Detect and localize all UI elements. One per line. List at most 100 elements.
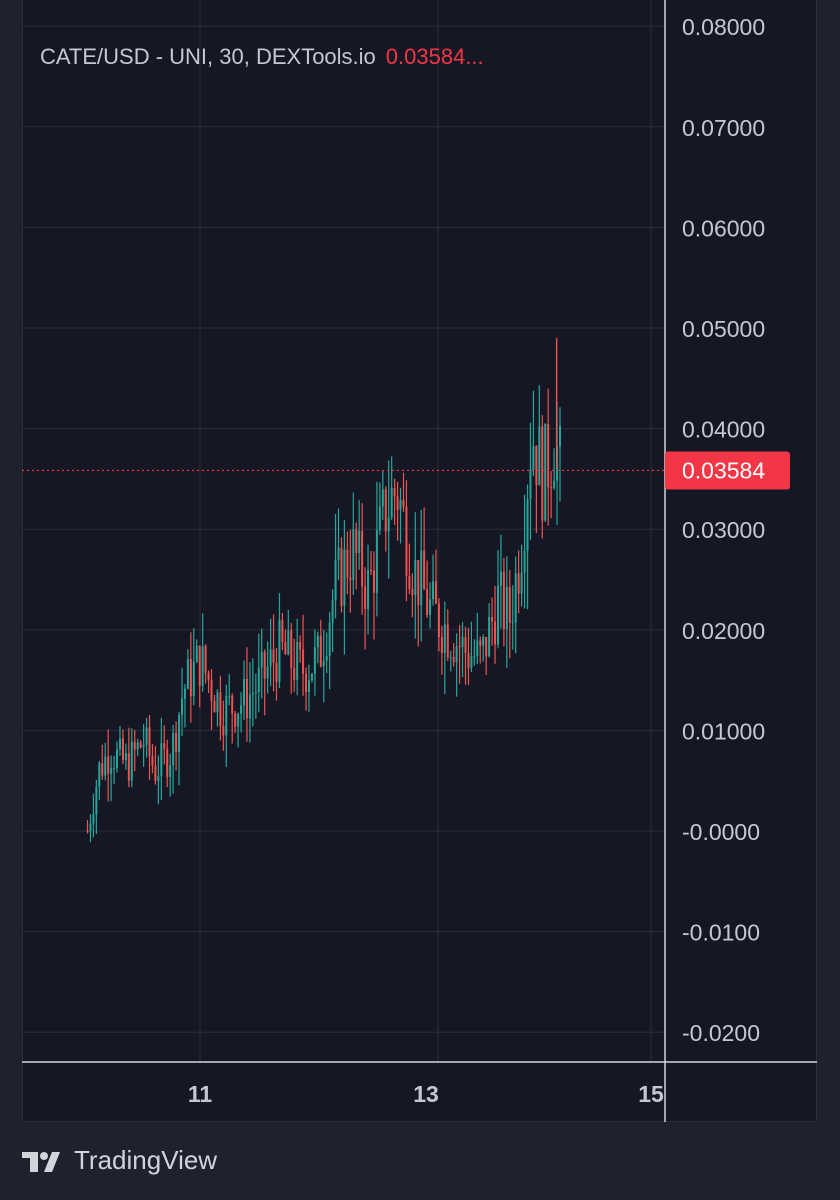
candle-body bbox=[310, 673, 313, 681]
candle-body bbox=[89, 823, 92, 832]
candle-body bbox=[479, 640, 482, 646]
candle-body bbox=[284, 642, 287, 655]
candle-body bbox=[231, 695, 234, 714]
candle-body bbox=[234, 713, 237, 727]
chart-frame bbox=[22, 0, 817, 1122]
candle-body bbox=[136, 742, 139, 750]
candle-body bbox=[517, 573, 520, 594]
candle-body bbox=[166, 748, 169, 777]
candle-body bbox=[414, 560, 417, 596]
candle-body bbox=[402, 500, 405, 507]
candle-body bbox=[228, 695, 231, 697]
y-tick-label: 0.04000 bbox=[682, 417, 765, 443]
candle-body bbox=[532, 446, 535, 470]
candle-body bbox=[124, 753, 127, 761]
candle-body bbox=[216, 692, 219, 713]
candle-body bbox=[189, 658, 192, 697]
candle-body bbox=[538, 426, 541, 485]
candle-body bbox=[237, 713, 240, 727]
candle-body bbox=[358, 530, 361, 553]
candle-body bbox=[210, 679, 213, 701]
candle-body bbox=[508, 587, 511, 623]
candle-body bbox=[157, 776, 160, 781]
candle-body bbox=[559, 425, 561, 447]
candle-body bbox=[240, 705, 243, 714]
candle-body bbox=[92, 814, 95, 824]
candle-body bbox=[544, 424, 547, 521]
time-axis-labels: 11 13 15 bbox=[188, 1081, 664, 1107]
candle-body bbox=[361, 530, 364, 587]
candle-body bbox=[260, 652, 263, 668]
candle-body bbox=[118, 738, 121, 750]
candle-body bbox=[257, 667, 260, 693]
candle-body bbox=[334, 559, 337, 601]
candle-body bbox=[367, 569, 370, 610]
candle-body bbox=[550, 487, 553, 489]
candle-body bbox=[121, 738, 124, 761]
candle-body bbox=[110, 768, 113, 774]
y-tick-label: 0.08000 bbox=[682, 14, 765, 40]
candle-body bbox=[384, 489, 387, 532]
candle-body bbox=[95, 786, 98, 815]
candle-body bbox=[390, 487, 393, 518]
candle-body bbox=[269, 649, 272, 667]
candle-body bbox=[420, 550, 423, 606]
last-price-tag-label: 0.03584 bbox=[682, 457, 765, 483]
candle-body bbox=[186, 658, 189, 689]
candle-body bbox=[313, 647, 316, 674]
candle-body bbox=[499, 571, 502, 586]
last-price-tag: 0.03584 bbox=[665, 451, 790, 490]
price-axis-labels: 0.08000 0.07000 0.06000 0.05000 0.04000 0.030… bbox=[682, 14, 765, 1046]
candle-body bbox=[225, 696, 228, 736]
candle-body bbox=[343, 549, 346, 606]
candle-body bbox=[464, 636, 467, 653]
candle-body bbox=[130, 741, 133, 781]
candle-body bbox=[443, 624, 446, 654]
candle-body bbox=[426, 589, 429, 615]
candle-body bbox=[496, 585, 499, 645]
candle-body bbox=[331, 600, 334, 623]
candle-body bbox=[178, 715, 181, 752]
y-tick-label: 0.05000 bbox=[682, 316, 765, 342]
candle-body bbox=[396, 496, 399, 510]
candle-body bbox=[266, 666, 269, 679]
candle-body bbox=[491, 616, 494, 622]
candle-body bbox=[198, 645, 201, 686]
candle-body bbox=[319, 635, 322, 667]
candle-body bbox=[281, 619, 284, 643]
candle-body bbox=[243, 678, 246, 706]
candle-body bbox=[251, 693, 254, 695]
symbol-title: CATE/USD - UNI, 30, DEXTools.io bbox=[40, 44, 376, 69]
candle-body bbox=[98, 763, 101, 787]
y-tick-label: 0.02000 bbox=[682, 618, 765, 644]
candle-body bbox=[222, 726, 225, 736]
candle-body bbox=[245, 678, 248, 719]
tradingview-logo-icon bbox=[22, 1151, 60, 1172]
candle-body bbox=[151, 756, 154, 766]
candle-body bbox=[523, 550, 526, 573]
candle-body bbox=[440, 636, 443, 654]
candle-body bbox=[322, 660, 325, 667]
candle-body bbox=[467, 652, 470, 668]
candle-body bbox=[175, 732, 178, 752]
candle-body bbox=[520, 572, 523, 594]
candle-body bbox=[346, 549, 349, 578]
candle-body bbox=[293, 667, 296, 680]
candle-body bbox=[113, 767, 116, 769]
candle-body bbox=[511, 622, 514, 624]
tradingview-brand[interactable]: TradingView bbox=[22, 1145, 217, 1176]
candle-body bbox=[437, 603, 440, 637]
candle-body bbox=[547, 424, 550, 488]
candle-body bbox=[417, 560, 420, 606]
last-price-tag-background bbox=[665, 451, 790, 490]
candle-body bbox=[263, 652, 266, 679]
candle-body bbox=[505, 587, 508, 629]
candle-body bbox=[307, 680, 310, 692]
candle-body bbox=[107, 756, 110, 774]
candle-body bbox=[355, 529, 358, 553]
candle-body bbox=[381, 489, 384, 507]
y-tick-label: -0.0200 bbox=[682, 1020, 760, 1046]
candle-body bbox=[502, 571, 505, 629]
candle-body bbox=[449, 657, 452, 659]
